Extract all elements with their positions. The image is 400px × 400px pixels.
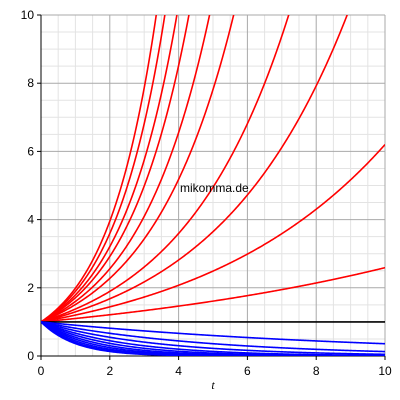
series-growth-curve-2 <box>41 15 349 323</box>
series-decay-curve-12 <box>41 321 385 353</box>
y-tick-label: 10 <box>21 8 35 22</box>
series-decay-curve-20 <box>41 321 385 356</box>
x-tick-label: 8 <box>313 364 320 378</box>
x-tick-label: 6 <box>244 364 251 378</box>
x-axis-label: t <box>211 378 215 392</box>
x-tick-label: 4 <box>175 364 182 378</box>
y-tick-label: 8 <box>27 76 34 90</box>
watermark-annotation: mikomma.de <box>180 181 249 195</box>
y-axis-ticks: 0 2 4 6 8 10 <box>21 8 41 363</box>
series-growth-curve-7 <box>41 15 178 323</box>
y-tick-label: 0 <box>27 349 34 363</box>
series-growth-curve-6 <box>41 15 190 323</box>
series-growth-curve-8 <box>41 15 166 323</box>
series-growth-curve-0 <box>41 266 385 323</box>
minor-grid <box>41 15 385 356</box>
x-axis-ticks: 0 2 4 6 8 10 <box>38 356 392 378</box>
series-decay-curve-13 <box>41 321 385 356</box>
y-tick-label: 4 <box>27 213 34 227</box>
x-tick-label: 2 <box>106 364 113 378</box>
y-tick-label: 6 <box>27 144 34 158</box>
x-tick-label: 0 <box>38 364 45 378</box>
x-tick-label: 10 <box>378 364 392 378</box>
series-decay-curve-11 <box>41 321 385 345</box>
series-layer <box>41 15 385 356</box>
series-growth-curve-3 <box>41 15 290 323</box>
series-growth-curve-5 <box>41 15 211 323</box>
series-growth-curve-1 <box>41 144 385 323</box>
series-growth-curve-4 <box>41 15 235 323</box>
y-tick-label: 2 <box>27 281 34 295</box>
series-growth-curve-9 <box>41 15 158 323</box>
